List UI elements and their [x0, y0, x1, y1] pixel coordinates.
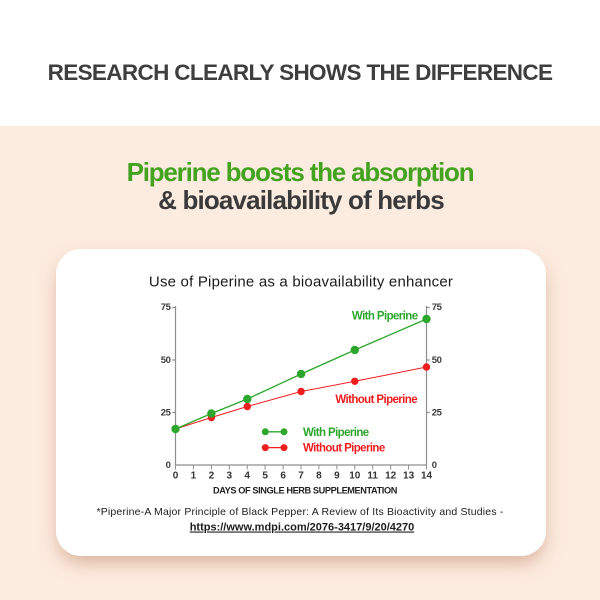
svg-text:5: 5 [262, 470, 268, 481]
svg-text:50: 50 [161, 355, 171, 366]
svg-text:8: 8 [316, 470, 322, 481]
svg-text:2: 2 [209, 470, 215, 481]
svg-text:0: 0 [432, 460, 437, 471]
svg-text:11: 11 [367, 470, 378, 481]
svg-text:Without Piperine: Without Piperine [335, 394, 417, 406]
svg-text:14: 14 [421, 470, 433, 481]
svg-text:Use of Piperine as a bioavaila: Use of Piperine as a bioavailability enh… [149, 274, 453, 291]
svg-text:With Piperine: With Piperine [352, 311, 418, 323]
svg-text:1: 1 [191, 470, 197, 481]
svg-text:25: 25 [161, 407, 172, 418]
svg-text:12: 12 [385, 470, 397, 481]
svg-text:With Piperine: With Piperine [303, 427, 369, 439]
svg-text:0: 0 [166, 460, 171, 471]
svg-text:https://www.mdpi.com/2076-3417: https://www.mdpi.com/2076-3417/9/20/4270 [190, 522, 415, 534]
svg-text:6: 6 [280, 470, 286, 481]
svg-text:10: 10 [349, 470, 361, 481]
svg-text:7: 7 [298, 470, 304, 481]
svg-text:75: 75 [161, 302, 172, 313]
svg-text:0: 0 [173, 470, 179, 481]
svg-text:50: 50 [432, 355, 442, 366]
svg-text:75: 75 [432, 302, 443, 313]
svg-text:DAYS OF SINGLE HERB SUPPLEMENT: DAYS OF SINGLE HERB SUPPLEMENTATION [213, 486, 398, 496]
svg-text:Without Piperine: Without Piperine [303, 443, 385, 455]
svg-text:*Piperine-A Major Principle of: *Piperine-A Major Principle of Black Pep… [96, 506, 503, 518]
svg-text:13: 13 [403, 470, 415, 481]
svg-text:3: 3 [227, 470, 233, 481]
svg-text:25: 25 [432, 407, 443, 418]
svg-text:4: 4 [244, 470, 250, 481]
svg-text:9: 9 [334, 470, 340, 481]
